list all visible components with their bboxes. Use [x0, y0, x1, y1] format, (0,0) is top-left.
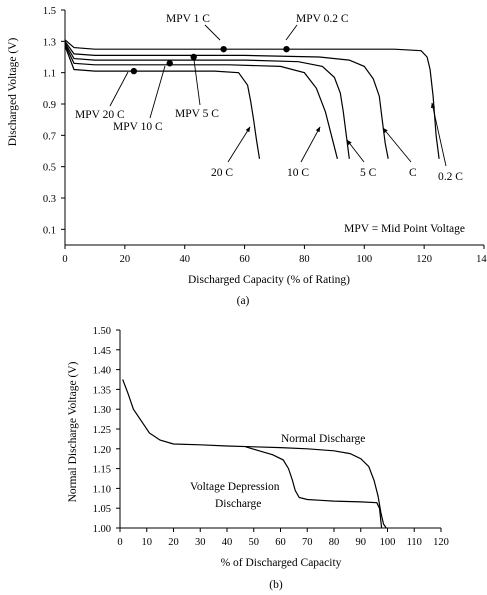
chart-b-x-tick-label: 0 [117, 537, 122, 548]
chart-b-x-tick-label: 70 [302, 537, 313, 548]
chart-b-frame [119, 330, 441, 529]
chart-a-y-axis-label: Discharged Voltage (V) [7, 38, 19, 147]
mpv-10c-label: MPV 10 C [113, 121, 163, 133]
chart-b-x-tick-label: 60 [275, 537, 286, 548]
curve-arrow-5c [346, 139, 365, 163]
chart-a-x-tick-label: 140 [476, 254, 487, 265]
chart-b-x-tick-label: 40 [222, 537, 233, 548]
mpv-5c-arrow [193, 59, 201, 106]
curve-arrow-c [382, 127, 412, 163]
curve-label-10c: 10 C [287, 167, 309, 179]
chart-a-y-tick-label: 1.1 [43, 69, 56, 80]
curve-arrow-10c [300, 126, 321, 163]
curve-label-20c: 20 C [211, 167, 233, 179]
chart-a: 0 20 40 60 80 100 120 140 0.1 0.3 0.5 0.7 0.9 1.1 1.3 1… [7, 6, 487, 307]
chart-b-y-axis-label: Normal Discharge Voltage (V) [67, 361, 79, 502]
curve-label-5c: 5 C [360, 167, 377, 179]
marker-mpv-5-c [190, 53, 197, 61]
curve-label-c: C [409, 167, 417, 179]
chart-b-x-tick-label: 90 [356, 537, 367, 548]
series-normal-discharge-line [122, 379, 387, 529]
chart-b-x-tick-label: 80 [329, 537, 340, 548]
chart-b-y-tick-label: 1.50 [93, 326, 111, 337]
chart-a-y-tick-label: 0.3 [43, 194, 56, 205]
mpv-10c-arrow [149, 65, 166, 119]
series-5-c-line [64, 42, 350, 159]
chart-b-y-tick-label: 1.25 [93, 425, 111, 436]
mpv-20c-label: MPV 20 C [75, 109, 125, 121]
chart-a-y-tick-label: 0.9 [43, 100, 56, 111]
mpv-definition: MPV = Mid Point Voltage [344, 223, 465, 235]
chart-b-y-tick-label: 1.20 [93, 445, 111, 456]
chart-b-x-tick-label: 20 [168, 537, 179, 548]
voltage-depression-label-2: Discharge [215, 498, 261, 510]
chart-a-x-tick-label: 120 [416, 254, 432, 265]
chart-a-x-tick-label: 80 [299, 254, 310, 265]
curve-label-0.2c: 0.2 C [438, 171, 463, 183]
curve-arrow-20c [227, 126, 251, 163]
chart-a-y-tick-label: 0.7 [43, 131, 56, 142]
marker-mpv-10-c [166, 60, 173, 67]
chart-a-y-tick-label: 0.5 [43, 163, 56, 174]
series-c-line [64, 40, 389, 159]
chart-b-y-tick-label: 1.30 [93, 405, 111, 416]
mpv-1c-label: MPV 1 C [166, 13, 210, 25]
chart-b-x-tick-label: 30 [195, 537, 206, 548]
marker-mpv-20-c [130, 67, 138, 75]
mpv-0.2c-label: MPV 0.2 C [296, 13, 349, 25]
chart-b-y-tick-label: 1.05 [93, 504, 111, 515]
mpv-0.2c-arrow [285, 24, 298, 41]
chart-a-x-axis-label: Discharged Capacity (% of Rating) [188, 274, 350, 286]
chart-b-x-axis-label: % of Discharged Capacity [221, 557, 342, 569]
chart-b-panel-label: (b) [269, 579, 283, 591]
marker-mpv-1-c [220, 45, 227, 53]
chart-a-x-tick-label: 0 [62, 254, 67, 265]
chart-a-y-tick-label: 1.5 [43, 6, 56, 17]
chart-b-y-tick-label: 1.15 [93, 465, 111, 476]
mpv-20c-arrow [109, 71, 129, 107]
chart-b-y-tick-label: 1.45 [93, 346, 111, 357]
chart-a-y-tick-label: 0.1 [43, 225, 56, 236]
series-voltage-depression-discharge-line [245, 446, 383, 529]
series-0-2-c-line [64, 39, 440, 159]
chart-a-y-tick-label: 1.3 [43, 37, 56, 48]
chart-b-x-tick-label: 100 [380, 537, 396, 548]
chart-b-y-tick-label: 1.35 [93, 385, 111, 396]
chart-a-x-tick-label: 40 [179, 254, 190, 265]
mpv-5c-label: MPV 5 C [175, 108, 219, 120]
chart-b-y-tick-label: 1.40 [93, 366, 111, 377]
marker-mpv-0-2-c [283, 45, 290, 53]
chart-a-x-tick-label: 100 [356, 254, 372, 265]
chart-b: 0 10 20 30 40 50 60 70 80 90 100 110 120 1.00 1.05 1.10… [67, 326, 449, 591]
series-20-c-line [64, 45, 261, 159]
chart-a-panel-label: (a) [237, 295, 250, 307]
chart-b-x-tick-label: 110 [407, 537, 422, 548]
normal-discharge-label: Normal Discharge [281, 433, 365, 445]
chart-b-x-tick-label: 50 [249, 537, 260, 548]
voltage-depression-label: Voltage Depression [190, 481, 280, 493]
chart-b-x-tick-label: 10 [142, 537, 153, 548]
chart-b-y-tick-label: 1.00 [93, 524, 111, 535]
chart-b-y-tick-label: 1.10 [93, 484, 111, 495]
chart-a-x-tick-label: 20 [120, 254, 131, 265]
series-10-c-line [64, 44, 338, 159]
mpv-1c-arrow [204, 24, 221, 41]
chart-a-x-tick-label: 60 [239, 254, 250, 265]
chart-b-x-tick-label: 120 [433, 537, 449, 548]
curve-arrow-0.2c [430, 102, 447, 167]
